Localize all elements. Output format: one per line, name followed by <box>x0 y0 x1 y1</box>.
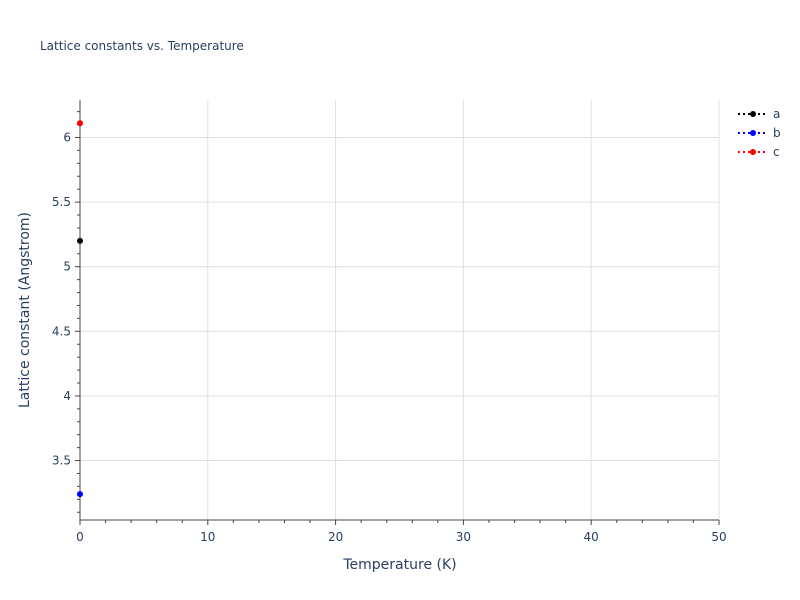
y-tick-label: 4 <box>63 389 71 403</box>
y-axis-label: Lattice constant (Angstrom) <box>17 212 33 408</box>
x-tick-label: 30 <box>456 530 471 544</box>
y-tick-label: 6 <box>63 130 71 144</box>
x-tick-label: 10 <box>200 530 215 544</box>
point-b <box>77 491 83 498</box>
x-tick-label: 50 <box>711 530 726 544</box>
legend[interactable]: abc <box>738 107 781 159</box>
legend-marker-b <box>750 130 756 136</box>
y-tick-label: 5 <box>63 260 71 274</box>
point-a <box>77 237 83 244</box>
legend-item-a[interactable]: a <box>738 107 780 121</box>
point-c <box>77 120 83 127</box>
axes: 0 10 20 30 40 50 3.5 4 4.5 5 5.5 6 <box>52 100 727 544</box>
y-tick-label: 4.5 <box>52 324 71 338</box>
grid <box>80 100 720 520</box>
legend-label-c: c <box>773 145 780 159</box>
legend-label-b: b <box>773 126 781 140</box>
y-tick-label: 5.5 <box>52 195 71 209</box>
legend-marker-c <box>750 149 756 155</box>
x-tick-label: 20 <box>328 530 343 544</box>
chart-title: Lattice constants vs. Temperature <box>40 39 244 53</box>
legend-item-c[interactable]: c <box>738 145 780 159</box>
legend-marker-a <box>750 111 756 117</box>
legend-item-b[interactable]: b <box>738 126 781 140</box>
x-axis-label: Temperature (K) <box>342 557 456 573</box>
x-tick-label: 0 <box>76 530 84 544</box>
legend-label-a: a <box>773 107 780 121</box>
x-tick-label: 40 <box>584 530 599 544</box>
data-points <box>77 120 83 498</box>
y-tick-label: 3.5 <box>52 454 71 468</box>
